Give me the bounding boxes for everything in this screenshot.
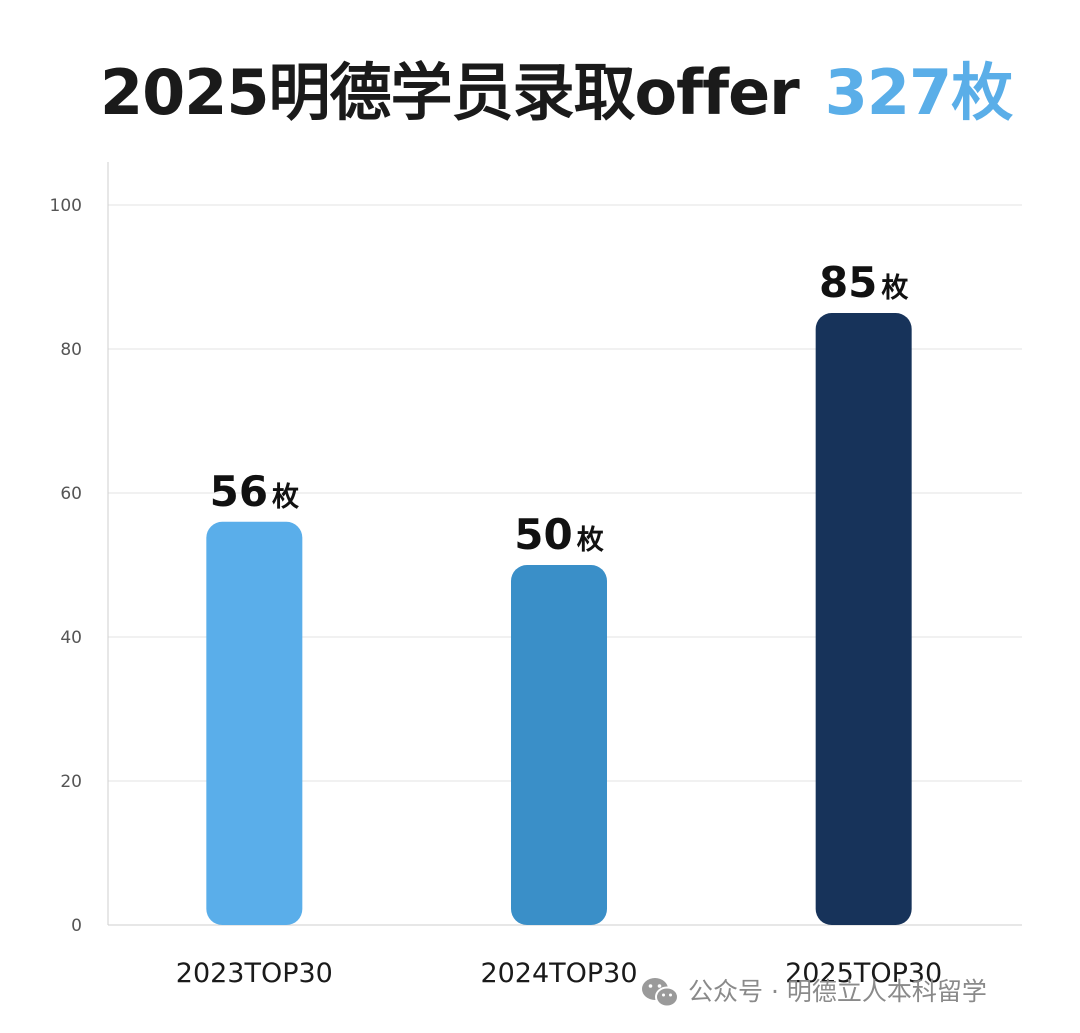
x-tick-labels: 2023TOP30 2024TOP30 2025TOP30 bbox=[176, 958, 942, 989]
x-tick-label: 2025TOP30 bbox=[785, 958, 942, 989]
data-label-unit: 枚 bbox=[881, 273, 908, 304]
bars bbox=[206, 313, 912, 925]
y-tick-label: 80 bbox=[60, 340, 82, 360]
x-tick-label: 2024TOP30 bbox=[480, 958, 637, 989]
y-tick-label: 20 bbox=[60, 772, 82, 792]
y-tick-label: 0 bbox=[71, 916, 82, 936]
chart-title: 2025明德学员录取offer 327枚 bbox=[100, 48, 1013, 138]
y-tick-label: 100 bbox=[50, 196, 82, 216]
watermark-text: 公众号 · 明德立人本科留学 bbox=[688, 977, 987, 1006]
data-label: 56 枚 bbox=[210, 467, 299, 516]
data-label-number: 50 bbox=[514, 510, 572, 559]
y-tick-label: 40 bbox=[60, 628, 82, 648]
y-tick-label: 60 bbox=[60, 484, 82, 504]
watermark: 公众号 · 明德立人本科留学 bbox=[640, 972, 987, 1012]
bar bbox=[511, 565, 607, 925]
chart-title-highlight: 327枚 bbox=[824, 56, 1013, 129]
bar bbox=[206, 521, 303, 925]
data-labels: 56 枚50 枚85 枚 bbox=[210, 258, 909, 559]
data-label: 50 枚 bbox=[514, 510, 603, 559]
x-tick-label: 2023TOP30 bbox=[176, 958, 333, 989]
data-label-unit: 枚 bbox=[272, 482, 299, 513]
chart-title-text: 2025明德学员录取offer bbox=[100, 56, 800, 129]
y-tick-labels: 0 20 40 60 80 100 bbox=[50, 196, 82, 936]
data-label-number: 85 bbox=[819, 258, 877, 307]
bar bbox=[815, 313, 912, 925]
data-label-number: 56 bbox=[210, 467, 268, 516]
data-label: 85 枚 bbox=[819, 258, 908, 307]
wechat-icon bbox=[642, 978, 679, 1008]
data-label-unit: 枚 bbox=[577, 525, 604, 556]
